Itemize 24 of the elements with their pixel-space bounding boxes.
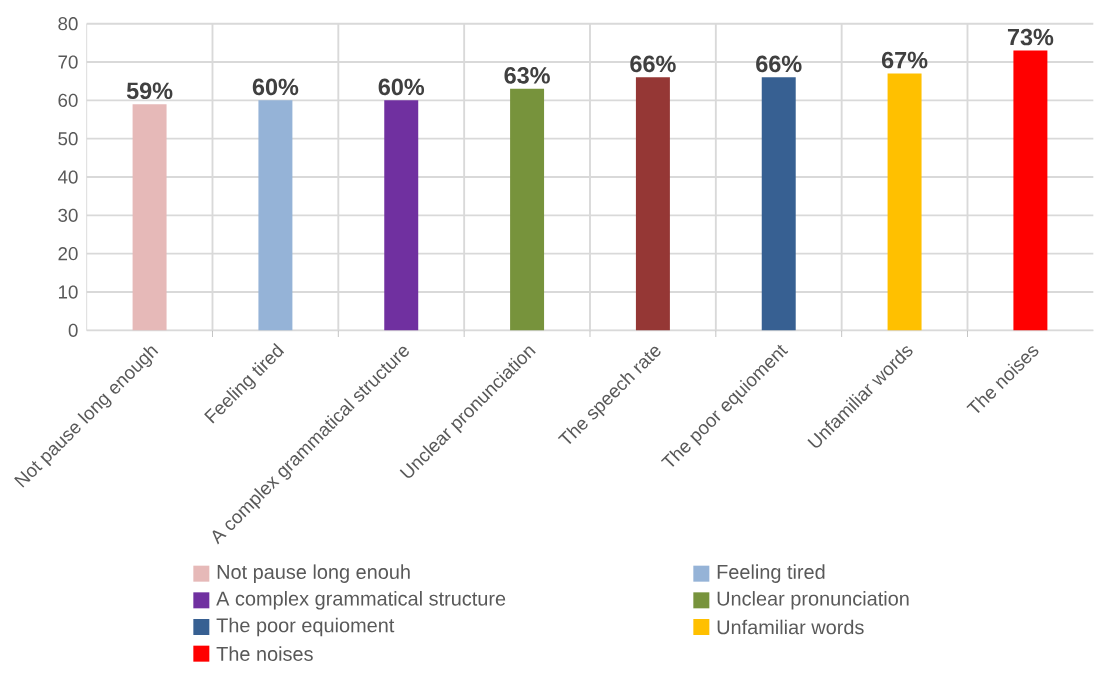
data-label: 66% <box>630 55 676 73</box>
data-label: 63% <box>504 67 550 84</box>
y-tick-label: 70 <box>58 55 78 69</box>
legend-label: The poor equioment <box>216 617 395 637</box>
legend-label: Unclear pronunciation <box>717 591 909 610</box>
y-tick-label: 80 <box>58 17 78 31</box>
data-label: 67% <box>881 51 928 69</box>
y-tick-label: 30 <box>58 208 78 222</box>
y-tick-label: 40 <box>57 170 78 184</box>
legend-label: Not pause long enouh <box>217 564 410 583</box>
legend-label: Feeling tired <box>717 564 825 583</box>
y-tick-label: 10 <box>58 285 78 299</box>
data-label: 60% <box>378 78 425 96</box>
y-tick-label: 60 <box>58 93 78 107</box>
data-label: 60% <box>252 78 299 96</box>
data-label: 73% <box>1007 28 1054 46</box>
legend-label: Unfamiliar words <box>717 619 864 635</box>
data-label: 59% <box>126 82 173 100</box>
y-tick-label: 0 <box>68 323 78 337</box>
y-tick-label: 50 <box>58 132 78 146</box>
y-tick-label: 20 <box>58 247 78 261</box>
data-label: 66% <box>756 55 802 73</box>
legend-label: The noises <box>216 646 313 661</box>
legend-label: A complex grammatical structure <box>216 591 506 610</box>
